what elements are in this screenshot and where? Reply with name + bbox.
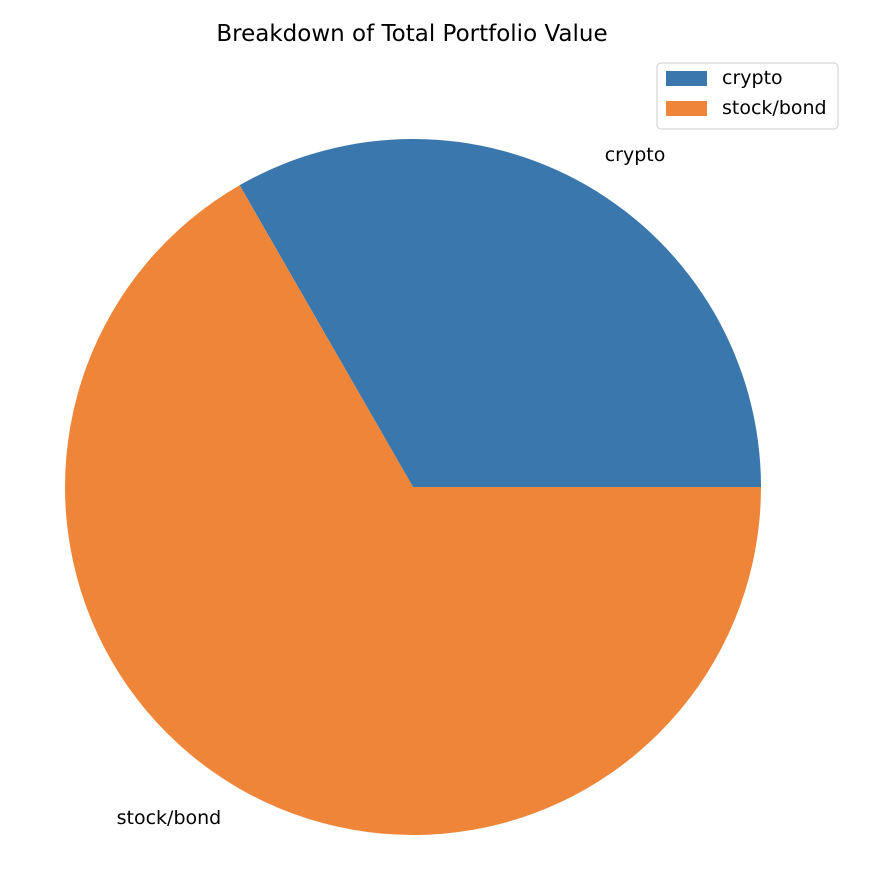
legend: crypto stock/bond <box>656 62 839 130</box>
slice-label-stock-bond: stock/bond <box>117 807 222 829</box>
pie-slice-labels: crypto stock/bond <box>117 144 666 829</box>
legend-swatch <box>666 71 707 86</box>
pie-slice-stock-bond <box>65 185 762 835</box>
legend-swatch <box>666 101 707 116</box>
slice-label-crypto: crypto <box>605 144 666 166</box>
legend-label: crypto <box>722 67 783 89</box>
pie-slices <box>65 138 762 835</box>
legend-label: stock/bond <box>722 97 827 119</box>
pie-slice-crypto <box>239 138 761 487</box>
chart-title: Breakdown of Total Portfolio Value <box>216 21 607 47</box>
